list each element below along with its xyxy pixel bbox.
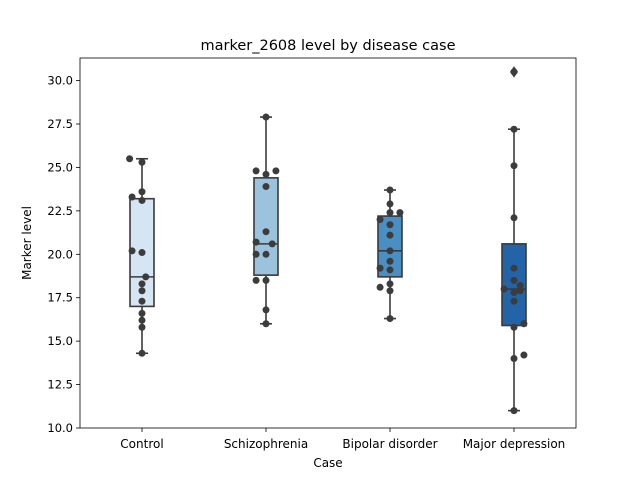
data-point <box>510 355 518 363</box>
data-point <box>386 221 394 229</box>
y-tick-label: 10.0 <box>47 421 73 435</box>
data-point <box>386 247 394 255</box>
points-layer <box>126 68 528 415</box>
data-point <box>396 209 404 217</box>
data-point <box>252 276 260 284</box>
data-point <box>262 306 270 314</box>
data-point <box>516 287 524 295</box>
data-point <box>262 170 270 178</box>
data-point <box>386 209 394 217</box>
data-point <box>138 349 146 357</box>
data-point <box>262 228 270 236</box>
data-point <box>376 216 384 224</box>
y-tick-label: 30.0 <box>47 74 73 88</box>
data-point <box>510 68 518 76</box>
box-group-2 <box>253 116 279 325</box>
data-point <box>262 276 270 284</box>
data-point <box>500 285 508 293</box>
data-point <box>138 280 146 288</box>
data-point <box>386 280 394 288</box>
data-point <box>520 320 528 328</box>
data-point <box>272 167 280 175</box>
data-point <box>386 186 394 194</box>
data-point <box>510 289 518 297</box>
data-point <box>138 323 146 331</box>
chart-title: marker_2608 level by disease case <box>201 38 456 54</box>
data-point <box>510 214 518 222</box>
x-tick-label: Bipolar disorder <box>342 437 437 451</box>
data-point <box>386 266 394 274</box>
data-point <box>138 196 146 204</box>
plot-frame <box>79 57 577 429</box>
y-tick-label: 25.0 <box>47 160 73 174</box>
y-tick-label: 12.5 <box>47 378 73 392</box>
data-point <box>252 167 260 175</box>
y-tick-label: 17.5 <box>47 291 73 305</box>
data-point <box>510 125 518 133</box>
x-tick-label: Schizophrenia <box>224 437 308 451</box>
data-point <box>510 162 518 170</box>
x-tick-label: Control <box>120 437 163 451</box>
data-point <box>386 315 394 323</box>
data-point <box>142 273 150 281</box>
data-point <box>262 113 270 121</box>
data-point <box>138 158 146 166</box>
data-point <box>128 247 136 255</box>
iqr-box <box>253 177 279 276</box>
data-point <box>268 240 276 248</box>
y-tick-label: 27.5 <box>47 117 73 131</box>
data-point <box>520 351 528 359</box>
data-point <box>262 183 270 191</box>
data-point <box>138 297 146 305</box>
data-point <box>510 264 518 272</box>
y-axis-label: Marker level <box>20 206 34 280</box>
data-point <box>386 231 394 239</box>
data-point <box>138 249 146 257</box>
data-point <box>126 155 134 163</box>
x-axis: Control Schizophrenia Bipolar disorder Majo… <box>120 428 565 451</box>
data-point <box>138 287 146 295</box>
data-point <box>386 200 394 208</box>
data-point <box>386 257 394 265</box>
data-point <box>376 283 384 291</box>
y-tick-label: 20.0 <box>47 247 73 261</box>
data-point <box>516 282 524 290</box>
data-point <box>252 250 260 258</box>
data-point <box>128 193 136 201</box>
data-point <box>262 250 270 258</box>
data-point <box>510 323 518 331</box>
x-axis-label: Case <box>313 456 342 470</box>
y-tick-label: 22.5 <box>47 204 73 218</box>
y-tick-label: 15.0 <box>47 334 73 348</box>
data-point <box>252 238 260 246</box>
data-point <box>376 264 384 272</box>
data-point <box>510 276 518 284</box>
data-point <box>510 407 518 415</box>
data-point <box>138 316 146 324</box>
data-point <box>138 309 146 317</box>
data-point <box>262 320 270 328</box>
data-point <box>138 188 146 196</box>
data-point <box>386 287 394 295</box>
x-tick-label: Major depression <box>463 437 566 451</box>
data-point <box>510 297 518 305</box>
y-axis: 10.0 12.5 15.0 17.5 20.0 22.5 25.0 27.5 30.0 <box>47 74 80 435</box>
